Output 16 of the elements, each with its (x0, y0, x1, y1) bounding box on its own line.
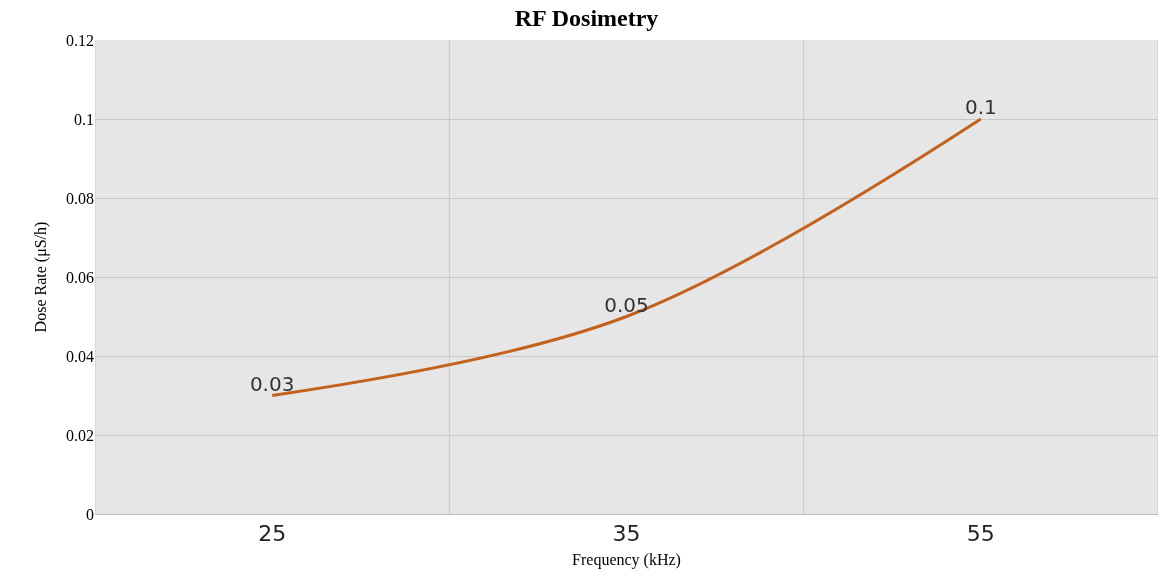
y-tick-label: 0.12 (66, 31, 94, 49)
data-label: 0.1 (964, 95, 997, 119)
y-axis-title: Dose Rate (μS/h) (31, 221, 50, 333)
y-tick-label: 0.06 (66, 268, 94, 286)
data-label: 0.05 (604, 292, 649, 317)
y-tick-label: 0.02 (66, 426, 94, 444)
x-tick-label: 55 (966, 521, 995, 547)
y-tick-label: 0.08 (66, 189, 94, 207)
y-tick-label: 0.04 (66, 347, 94, 365)
data-label: 0.03 (249, 371, 295, 396)
x-tick-label: 35 (612, 521, 641, 547)
x-axis-title: Frequency (kHz) (572, 551, 681, 570)
y-tick-label: 0.1 (74, 110, 94, 128)
x-tick-label: 25 (258, 521, 287, 547)
y-tick-label: 0 (86, 505, 94, 523)
chart-title: RF Dosimetry (514, 4, 659, 31)
